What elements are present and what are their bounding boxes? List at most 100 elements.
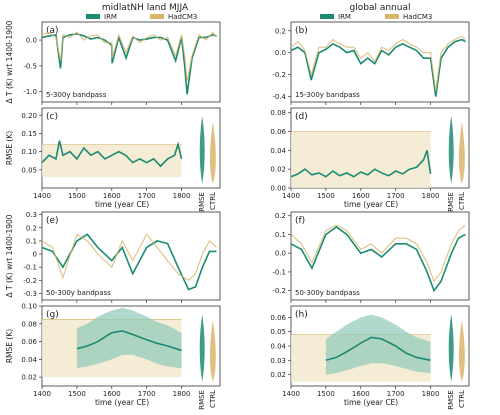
x-axis-label: time (year CE) bbox=[344, 398, 398, 407]
violin-label-rmse: RMSE bbox=[198, 390, 206, 410]
rmse-violin bbox=[448, 314, 454, 382]
legend-hadcm3-swatch bbox=[150, 14, 164, 19]
y-tick-label: 0.1 bbox=[275, 231, 286, 239]
y-tick-label: 0.2 bbox=[275, 212, 286, 220]
hadcm3-series-line bbox=[41, 31, 217, 82]
y-tick-label: -1.0 bbox=[23, 88, 37, 96]
y-tick-label: -0.2 bbox=[272, 71, 286, 79]
violin-label-ctrl: CTRL bbox=[209, 390, 217, 408]
y-tick-label: -0.1 bbox=[272, 268, 286, 276]
y-tick-label: 0.06 bbox=[21, 338, 37, 346]
rmse-violin bbox=[199, 116, 205, 184]
panel-label: (e) bbox=[46, 216, 59, 226]
y-tick-label: 0.20 bbox=[21, 112, 37, 120]
y-axis-label: Δ T (K) wrt 1400-1900 bbox=[5, 20, 14, 103]
legend-hadcm3-swatch bbox=[385, 14, 399, 19]
panel-label: (d) bbox=[295, 112, 308, 122]
violin-label-rmse: RMSE bbox=[198, 192, 206, 212]
violin-label-rmse: RMSE bbox=[447, 390, 455, 410]
irm-series-line bbox=[41, 140, 183, 168]
y-tick-label: -0.2 bbox=[272, 287, 286, 295]
y-tick-label: 0.05 bbox=[21, 166, 37, 174]
y-tick-label: 0.04 bbox=[270, 343, 286, 351]
panel-label: (g) bbox=[46, 310, 59, 320]
irm-series-line bbox=[290, 150, 432, 178]
ctrl-violin bbox=[458, 320, 465, 382]
panel-g: 0.10 0.08 0.06 0.04 0.02 1400 1500 1600 1700 1800… bbox=[5, 303, 221, 410]
ctrl-violin bbox=[209, 320, 216, 382]
y-tick-label: 0.0 bbox=[275, 49, 286, 57]
y-tick-label: 0.2 bbox=[275, 27, 286, 35]
y-axis-label: RMSE (K) bbox=[5, 329, 14, 363]
violin-label-ctrl: CTRL bbox=[458, 390, 466, 408]
rmse-violin bbox=[448, 116, 454, 184]
hadcm3-series-line bbox=[290, 224, 466, 283]
axes-frame bbox=[290, 21, 470, 103]
y-tick-label: 0.3 bbox=[26, 211, 37, 219]
y-tick-label: 0.15 bbox=[21, 130, 37, 138]
hadcm3-range-band bbox=[42, 144, 182, 178]
x-tick-label: 1700 bbox=[387, 192, 405, 200]
panel-label: (h) bbox=[295, 310, 308, 320]
x-tick-label: 1500 bbox=[68, 390, 86, 398]
violin-label-ctrl: CTRL bbox=[209, 192, 217, 210]
y-tick-label: 0.08 bbox=[21, 320, 37, 328]
ctrl-violin bbox=[458, 122, 465, 184]
legend-irm-swatch bbox=[320, 14, 334, 19]
axes-frame bbox=[290, 211, 470, 301]
panel-label: (c) bbox=[46, 112, 58, 122]
rmse-violin bbox=[199, 314, 205, 382]
irm-uncertainty-area bbox=[325, 314, 431, 375]
y-tick-label: 0.1 bbox=[26, 237, 37, 245]
x-axis-label: time (year CE) bbox=[95, 200, 149, 209]
y-tick-label: 0.06 bbox=[270, 128, 286, 136]
irm-series-line bbox=[290, 225, 466, 293]
legend-irm-label: IRM bbox=[338, 13, 351, 21]
x-axis-label: time (year CE) bbox=[95, 398, 149, 407]
y-axis-label: Δ T (K) wrt 1400-1900 bbox=[5, 214, 14, 297]
y-tick-label: 0.05 bbox=[270, 328, 286, 336]
y-tick-label: 0.02 bbox=[270, 371, 286, 379]
legend-irm-swatch bbox=[86, 14, 100, 19]
ctrl-violin bbox=[209, 122, 216, 184]
x-tick-label: 1400 bbox=[282, 192, 300, 200]
panel-label: (a) bbox=[46, 26, 59, 36]
x-tick-label: 1500 bbox=[317, 192, 335, 200]
x-axis-label: time (year CE) bbox=[344, 200, 398, 209]
x-tick-label: 1500 bbox=[68, 192, 86, 200]
axes-frame bbox=[41, 21, 221, 103]
x-tick-label: 1800 bbox=[422, 390, 440, 398]
irm-series-line bbox=[76, 330, 182, 352]
y-tick-label: -0.4 bbox=[272, 93, 286, 101]
x-tick-label: 1700 bbox=[387, 390, 405, 398]
bandpass-note: 50-300y bandpass bbox=[46, 289, 111, 297]
hadcm3-series-line bbox=[41, 233, 217, 281]
y-tick-label: 0.02 bbox=[270, 166, 286, 174]
x-tick-label: 1800 bbox=[173, 390, 191, 398]
panel-c: 0.20 0.15 0.10 0.05 1400 1500 1600 1700 1800 time… bbox=[5, 107, 221, 212]
left-column-title: midlatNH land MJJA bbox=[102, 3, 189, 13]
y-tick-label: 0.06 bbox=[270, 314, 286, 322]
y-tick-label: 0.04 bbox=[270, 147, 286, 155]
irm-series-line bbox=[325, 336, 431, 362]
x-tick-label: 1600 bbox=[352, 390, 370, 398]
legend-irm-label: IRM bbox=[104, 13, 117, 21]
x-tick-label: 1400 bbox=[33, 390, 51, 398]
panel-a: 0.0 -0.5 -1.0 Δ T (K) wrt 1400-1900 (a) 5-300… bbox=[5, 20, 221, 105]
axes-frame bbox=[41, 211, 221, 301]
y-tick-label: 0.00 bbox=[270, 185, 286, 193]
right-column-title: global annual bbox=[350, 3, 411, 13]
y-tick-label: -0.2 bbox=[23, 277, 37, 285]
x-tick-label: 1800 bbox=[422, 192, 440, 200]
irm-series-line bbox=[290, 38, 466, 97]
irm-uncertainty-area bbox=[76, 307, 182, 369]
legend-hadcm3-label: HadCM3 bbox=[403, 13, 432, 21]
y-tick-label: -0.1 bbox=[23, 264, 37, 272]
violin-label-rmse: RMSE bbox=[447, 192, 455, 212]
panel-label: (b) bbox=[295, 26, 308, 36]
x-tick-label: 1600 bbox=[352, 192, 370, 200]
y-tick-label: 0 bbox=[33, 251, 37, 259]
bandpass-note: 15-300y bandpass bbox=[295, 91, 360, 99]
